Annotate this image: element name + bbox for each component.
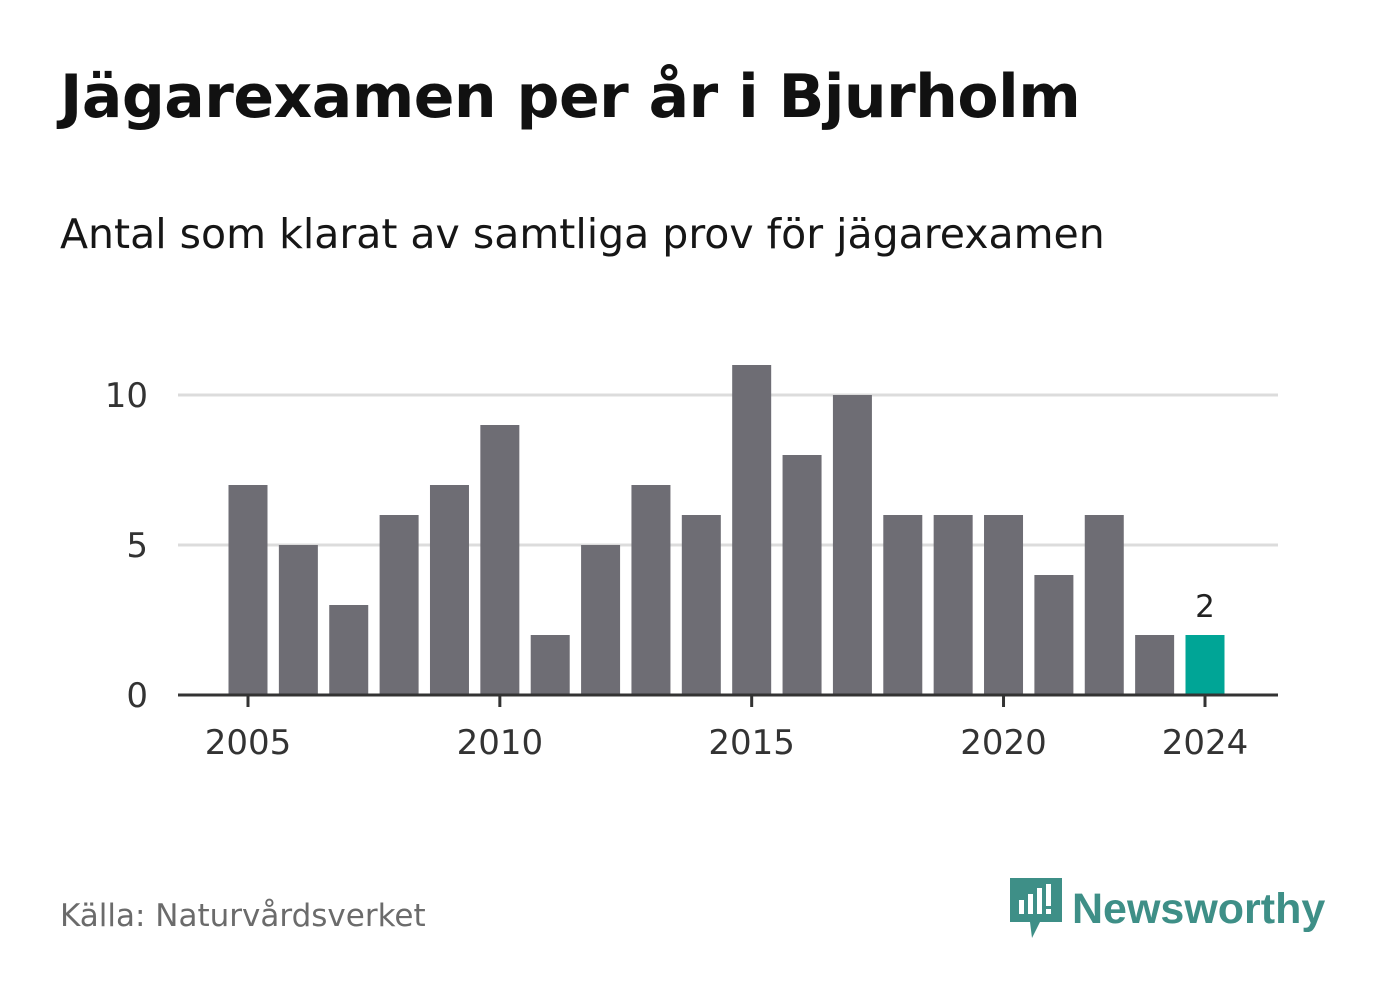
bar <box>480 425 520 695</box>
y-tick-label: 5 <box>126 526 148 566</box>
bar <box>278 545 318 695</box>
bar <box>1135 635 1175 695</box>
data-label: 2 <box>1195 589 1215 625</box>
bar <box>1034 575 1074 695</box>
x-tick-label: 2010 <box>457 723 544 763</box>
bar <box>429 485 469 695</box>
bar <box>1084 515 1124 695</box>
brand-logo: Newsworthy <box>1010 878 1325 940</box>
bar <box>984 515 1024 695</box>
chart-title: Jägarexamen per år i Bjurholm <box>60 62 1081 132</box>
y-tick-label: 10 <box>105 376 148 416</box>
chart-subtitle: Antal som klarat av samtliga prov för jä… <box>60 210 1105 258</box>
bar <box>228 485 268 695</box>
source-note: Källa: Naturvårdsverket <box>60 898 426 934</box>
bar <box>530 635 570 695</box>
bar <box>329 605 369 695</box>
x-tick-label: 2015 <box>708 723 795 763</box>
x-tick-label: 2005 <box>205 723 292 763</box>
x-tick-label: 2024 <box>1162 723 1249 763</box>
bar <box>782 455 822 695</box>
bar <box>681 515 721 695</box>
bar <box>379 515 419 695</box>
newsworthy-logo-icon <box>1010 878 1062 938</box>
x-tick-label: 2020 <box>960 723 1047 763</box>
highlight-bar <box>1185 635 1225 695</box>
bar <box>933 515 973 695</box>
brand-name: Newsworthy <box>1072 884 1326 933</box>
y-tick-label: 0 <box>126 676 148 716</box>
bar <box>631 485 671 695</box>
bar <box>883 515 923 695</box>
bar <box>832 395 872 695</box>
bar <box>732 365 772 695</box>
bar <box>581 545 621 695</box>
